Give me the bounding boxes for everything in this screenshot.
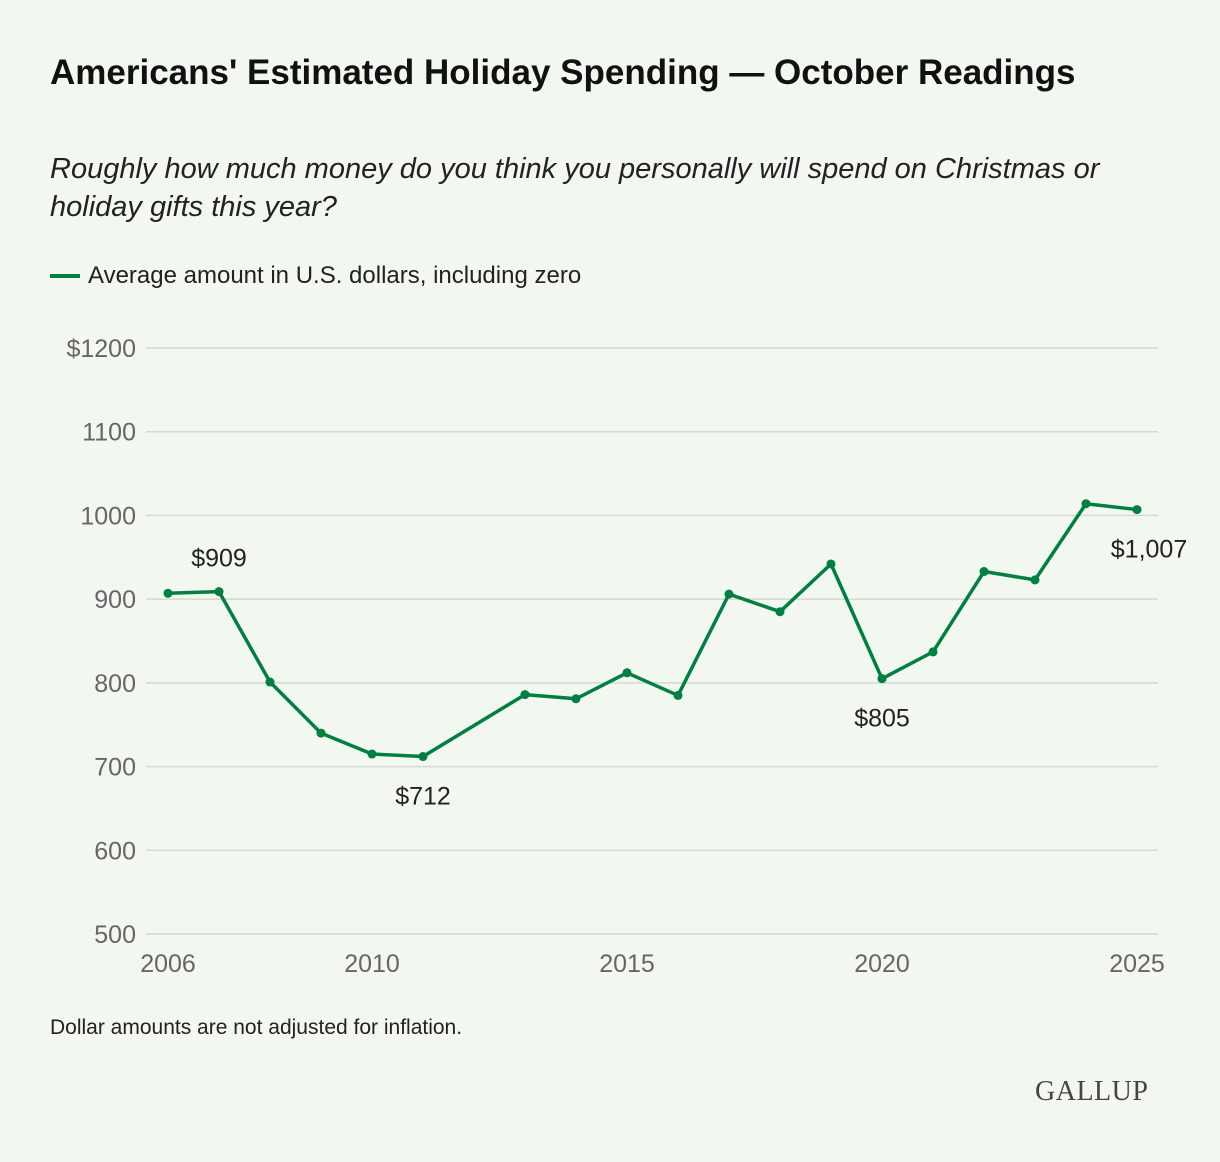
data-point xyxy=(316,728,326,738)
y-tick-label: 700 xyxy=(94,754,136,782)
y-tick-label: 500 xyxy=(94,921,136,949)
data-point xyxy=(265,677,275,687)
x-tick-label: 2010 xyxy=(344,950,400,978)
data-point xyxy=(724,589,734,599)
chart-subtitle: Roughly how much money do you think you … xyxy=(50,153,1100,223)
y-tick-label: 600 xyxy=(94,837,136,865)
x-tick-label: 2006 xyxy=(140,950,196,978)
y-tick-label: 1000 xyxy=(80,502,136,530)
data-point xyxy=(622,668,632,678)
data-point xyxy=(877,674,887,684)
data-point xyxy=(1030,575,1040,585)
data-point xyxy=(520,690,530,700)
legend-swatch xyxy=(50,274,80,278)
data-point xyxy=(979,567,989,577)
data-point xyxy=(418,752,428,762)
data-label: $805 xyxy=(854,705,910,733)
data-point xyxy=(367,749,377,759)
data-point xyxy=(1081,499,1091,509)
series-line xyxy=(167,501,1138,759)
footnote: Dollar amounts are not adjusted for infl… xyxy=(50,1016,463,1039)
x-tick-label: 2015 xyxy=(599,950,655,978)
y-tick-label: 900 xyxy=(94,586,136,614)
y-tick-label: 1100 xyxy=(82,419,136,447)
data-label: $1,007 xyxy=(1111,536,1187,564)
y-tick-label: $1200 xyxy=(66,335,136,363)
data-label: $909 xyxy=(191,545,247,573)
data-point xyxy=(826,559,836,569)
data-point xyxy=(1132,505,1142,515)
data-point xyxy=(163,588,173,598)
data-point xyxy=(775,607,785,617)
data-point xyxy=(571,694,581,704)
legend: Average amount in U.S. dollars, includin… xyxy=(50,262,581,290)
data-point xyxy=(214,587,224,597)
data-point xyxy=(928,647,938,657)
legend-label: Average amount in U.S. dollars, includin… xyxy=(88,262,582,289)
line-chart: 500 600 700 800 900 1000 1100 $1200 2006 2010 2015… xyxy=(66,335,1187,978)
x-tick-label: 2020 xyxy=(854,950,910,978)
gallup-logo: GALLUP xyxy=(1035,1076,1149,1107)
chart-title: Americans' Estimated Holiday Spending — … xyxy=(50,53,1076,92)
x-tick-label: 2025 xyxy=(1109,950,1165,978)
data-point xyxy=(673,690,683,700)
data-label: $712 xyxy=(395,783,451,811)
y-tick-label: 800 xyxy=(94,670,136,698)
